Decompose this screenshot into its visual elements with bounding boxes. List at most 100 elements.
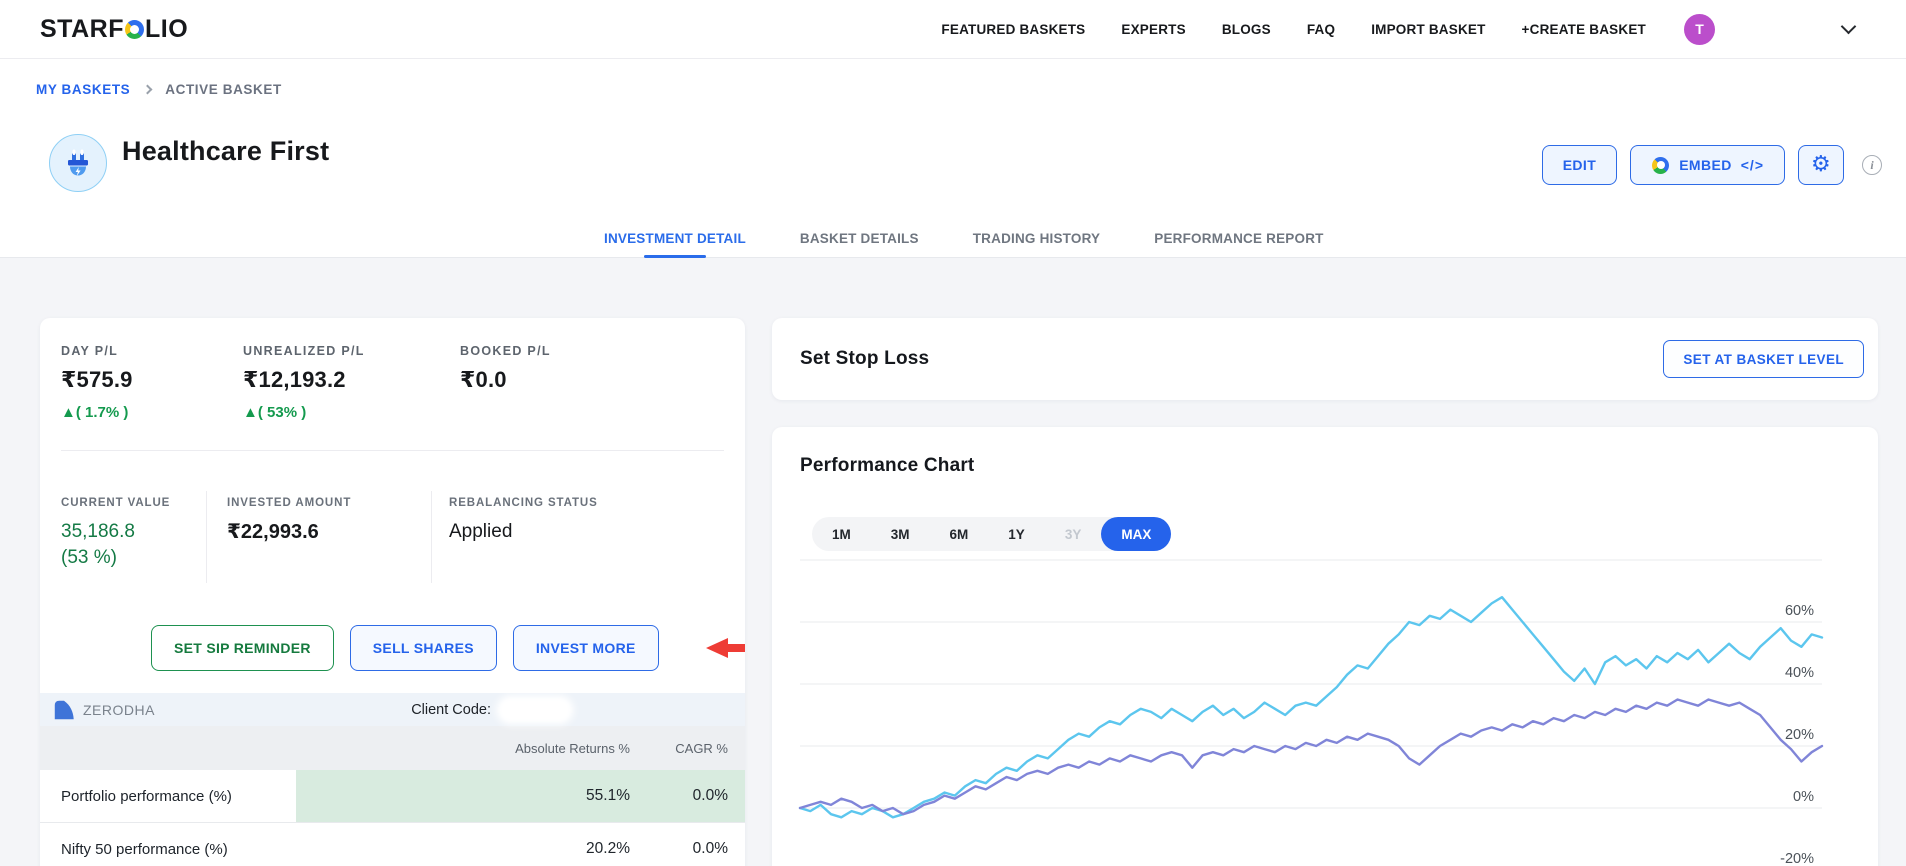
metric-label: BOOKED P/L bbox=[460, 344, 551, 358]
chevron-down-icon[interactable] bbox=[1840, 18, 1857, 34]
stat-value: Applied bbox=[449, 521, 513, 542]
range-pill-1y[interactable]: 1Y bbox=[1008, 526, 1025, 542]
metric-value: ₹575.9 bbox=[61, 367, 133, 392]
range-pill-6m[interactable]: 6M bbox=[949, 526, 969, 542]
day-pl-metric: DAY P/L ₹575.9 ▲( 1.7% ) bbox=[40, 344, 222, 426]
range-pill-3y[interactable]: 3Y bbox=[1064, 526, 1082, 542]
current-value-stat: CURRENT VALUE 35,186.8 (53 %) bbox=[40, 497, 206, 583]
stop-loss-card: Set Stop Loss SET AT BASKET LEVEL bbox=[772, 318, 1878, 400]
metric-value: ₹0.0 bbox=[460, 367, 507, 392]
brand-logo[interactable]: STARF LIO bbox=[40, 15, 188, 44]
table-header-absolute-returns: Absolute Returns % bbox=[515, 740, 630, 756]
y-axis-tick-label: 40% bbox=[1784, 665, 1814, 681]
actions-row: SET SIP REMINDER SELL SHARES INVEST MORE bbox=[151, 625, 745, 671]
range-pill-max[interactable]: MAX bbox=[1101, 517, 1172, 551]
performance-line-chart[interactable]: 60% 40% 20% 0% -20% bbox=[798, 559, 1850, 866]
metric-label: DAY P/L bbox=[61, 344, 119, 358]
metric-change: ▲( 53% ) bbox=[243, 404, 307, 421]
rebalancing-status-stat: REBALANCING STATUS Applied bbox=[431, 491, 745, 583]
chart-canvas bbox=[798, 559, 1824, 819]
stat-value: ₹22,993.6 bbox=[227, 521, 319, 543]
nav-link-featured-baskets[interactable]: FEATURED BASKETS bbox=[941, 21, 1086, 37]
broker-bar: ZERODHA Client Code: bbox=[40, 693, 745, 726]
metric-change bbox=[460, 404, 745, 426]
stats-section: CURRENT VALUE 35,186.8 (53 %) INVESTED AM… bbox=[40, 451, 745, 583]
invest-more-button[interactable]: INVEST MORE bbox=[512, 625, 659, 671]
header-actions: EDIT EMBED </> ⚙ i bbox=[1541, 145, 1882, 185]
breadcrumb: MY BASKETS ACTIVE BASKET bbox=[36, 82, 282, 97]
code-icon: </> bbox=[1740, 157, 1764, 173]
stat-label: REBALANCING STATUS bbox=[449, 497, 598, 509]
edit-button[interactable]: EDIT bbox=[1541, 145, 1618, 185]
row-label: Nifty 50 performance (%) bbox=[61, 840, 228, 858]
tab-performance-report[interactable]: PERFORMANCE REPORT bbox=[1154, 230, 1324, 246]
tab-investment-detail[interactable]: INVESTMENT DETAIL bbox=[604, 218, 746, 258]
invested-amount-stat: INVESTED AMOUNT ₹22,993.6 bbox=[206, 491, 431, 583]
brand-donut-icon bbox=[124, 19, 144, 39]
zerodha-logo-icon bbox=[54, 700, 74, 719]
absolute-returns-value: 55.1% bbox=[296, 770, 630, 822]
divider bbox=[61, 450, 724, 451]
table-row-nifty-performance: Nifty 50 performance (%) 20.2% 0.0% bbox=[40, 823, 745, 866]
pl-section: DAY P/L ₹575.9 ▲( 1.7% ) UNREALIZED P/L … bbox=[40, 318, 745, 426]
brand-logo-text: LIO bbox=[144, 14, 189, 43]
metric-value: ₹12,193.2 bbox=[243, 367, 346, 392]
investment-summary-card: DAY P/L ₹575.9 ▲( 1.7% ) UNREALIZED P/L … bbox=[40, 318, 745, 866]
y-axis-tick-label: -20% bbox=[1780, 851, 1814, 866]
breadcrumb-active-basket: ACTIVE BASKET bbox=[165, 82, 282, 97]
y-axis-tick-label: 60% bbox=[1784, 603, 1814, 619]
chevron-right-icon bbox=[142, 84, 153, 95]
settings-button[interactable]: ⚙ bbox=[1798, 145, 1844, 185]
nav-links: FEATURED BASKETS EXPERTS BLOGS FAQ IMPOR… bbox=[941, 22, 1646, 37]
absolute-returns-value: 20.2% bbox=[586, 840, 630, 857]
broker-name: ZERODHA bbox=[83, 701, 155, 718]
stat-value-main: 35,186.8 bbox=[61, 521, 135, 542]
stat-label: CURRENT VALUE bbox=[61, 497, 171, 509]
user-avatar[interactable]: T bbox=[1684, 13, 1715, 45]
brand-logo-text: STARF bbox=[40, 14, 124, 43]
y-axis-tick-label: 0% bbox=[1793, 789, 1814, 805]
stop-loss-title: Set Stop Loss bbox=[800, 348, 930, 369]
nav-link-faq[interactable]: FAQ bbox=[1306, 21, 1336, 37]
performance-chart-card: Performance Chart 1M 3M 6M 1Y 3Y MAX 60%… bbox=[772, 427, 1878, 866]
nav-link-blogs[interactable]: BLOGS bbox=[1221, 21, 1271, 37]
attention-arrow-icon bbox=[705, 636, 745, 660]
nav-link-create-basket[interactable]: +CREATE BASKET bbox=[1521, 21, 1646, 37]
range-pill-1m[interactable]: 1M bbox=[832, 526, 851, 542]
cagr-value: 0.0% bbox=[692, 840, 728, 857]
unrealized-pl-metric: UNREALIZED P/L ₹12,193.2 ▲( 53% ) bbox=[222, 344, 439, 426]
tab-trading-history[interactable]: TRADING HISTORY bbox=[972, 230, 1101, 246]
range-pill-3m[interactable]: 3M bbox=[890, 526, 910, 542]
y-axis-tick-label: 20% bbox=[1784, 727, 1814, 743]
set-sip-reminder-button[interactable]: SET SIP REMINDER bbox=[151, 625, 334, 671]
metric-label: UNREALIZED P/L bbox=[243, 344, 365, 358]
embed-button-label: EMBED bbox=[1679, 157, 1732, 173]
breadcrumb-my-baskets[interactable]: MY BASKETS bbox=[36, 82, 131, 97]
stat-label: INVESTED AMOUNT bbox=[227, 497, 352, 509]
table-row-portfolio-performance: Portfolio performance (%) 55.1% 0.0% bbox=[40, 770, 745, 823]
embed-button[interactable]: EMBED </> bbox=[1630, 145, 1785, 185]
set-at-basket-level-button[interactable]: SET AT BASKET LEVEL bbox=[1663, 340, 1864, 378]
performance-chart-title: Performance Chart bbox=[800, 455, 975, 476]
returns-table-header: Absolute Returns % CAGR % bbox=[40, 726, 745, 770]
table-header-cagr: CAGR % bbox=[675, 740, 728, 756]
tab-bar: INVESTMENT DETAIL BASKET DETAILS TRADING… bbox=[604, 218, 1324, 258]
nav-link-experts[interactable]: EXPERTS bbox=[1121, 21, 1186, 37]
client-code-label: Client Code: bbox=[411, 701, 491, 718]
basket-icon bbox=[49, 134, 107, 192]
sell-shares-button[interactable]: SELL SHARES bbox=[349, 625, 497, 671]
info-icon[interactable]: i bbox=[1862, 155, 1882, 175]
tab-basket-details[interactable]: BASKET DETAILS bbox=[799, 230, 919, 246]
gear-icon: ⚙ bbox=[1810, 152, 1832, 177]
navbar: STARF LIO FEATURED BASKETS EXPERTS BLOGS … bbox=[0, 0, 1906, 59]
booked-pl-metric: BOOKED P/L ₹0.0 bbox=[439, 344, 745, 426]
page-title: Healthcare First bbox=[122, 136, 330, 166]
stat-value: 35,186.8 (53 %) bbox=[61, 519, 206, 570]
nav-link-import-basket[interactable]: IMPORT BASKET bbox=[1371, 21, 1486, 37]
brand-donut-icon bbox=[1652, 156, 1670, 174]
plug-icon bbox=[68, 149, 88, 177]
stat-value-sub: (53 %) bbox=[61, 546, 117, 568]
time-range-selector: 1M 3M 6M 1Y 3Y MAX bbox=[812, 517, 1172, 551]
metric-change: ▲( 1.7% ) bbox=[61, 404, 129, 421]
row-label: Portfolio performance (%) bbox=[61, 787, 232, 805]
